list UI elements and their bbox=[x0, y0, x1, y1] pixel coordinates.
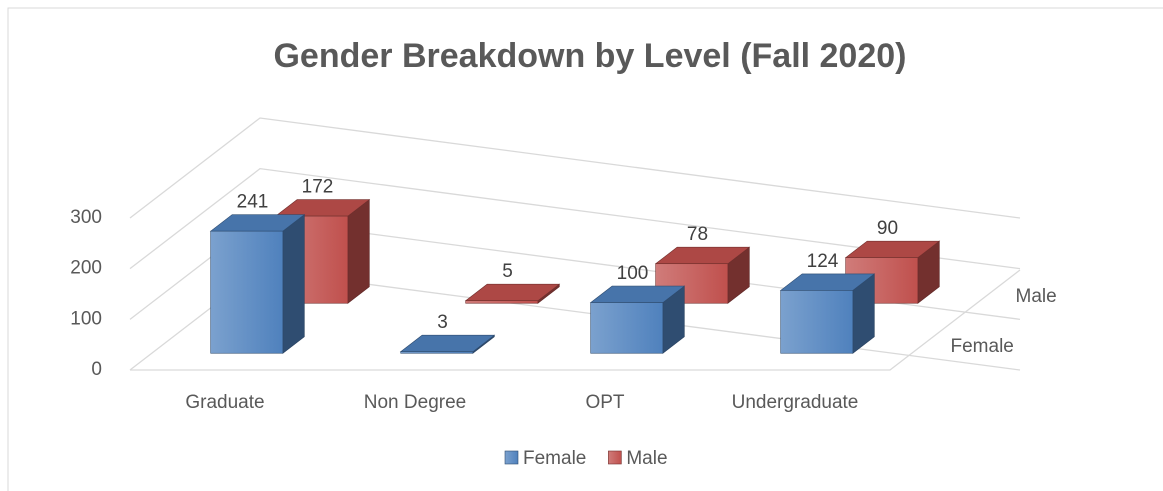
legend-swatch bbox=[504, 450, 519, 465]
legend-label: Male bbox=[626, 448, 667, 469]
x-tick-label: Undergraduate bbox=[732, 392, 859, 413]
depth-label: Female bbox=[951, 336, 1014, 357]
y-tick-label: 300 bbox=[70, 207, 102, 228]
bar bbox=[210, 230, 284, 354]
bar bbox=[590, 302, 664, 354]
floor-edge bbox=[130, 269, 1021, 371]
bar bbox=[465, 300, 539, 304]
data-label: 3 bbox=[437, 312, 448, 333]
y-tick-label: 100 bbox=[70, 308, 102, 329]
legend-swatch bbox=[608, 450, 622, 465]
grid-line bbox=[129, 167, 1021, 270]
x-tick-label: OPT bbox=[585, 392, 624, 413]
legend-label: Female bbox=[523, 448, 586, 469]
data-label: 241 bbox=[237, 192, 269, 213]
depth-label: Male bbox=[1016, 286, 1057, 307]
x-tick-label: Graduate bbox=[185, 392, 264, 413]
data-label: 124 bbox=[807, 251, 839, 272]
y-tick-label: 200 bbox=[70, 258, 102, 279]
bar bbox=[400, 351, 474, 354]
x-tick-label: Non Degree bbox=[364, 392, 466, 413]
data-label: 78 bbox=[687, 224, 708, 245]
bar bbox=[780, 290, 854, 354]
data-label: 5 bbox=[502, 261, 513, 282]
y-tick-label: 0 bbox=[91, 359, 102, 380]
data-label: 90 bbox=[877, 218, 898, 239]
chart-title: Gender Breakdown by Level (Fall 2020) bbox=[273, 37, 906, 75]
bar-side bbox=[282, 214, 305, 354]
bar-side bbox=[347, 198, 370, 304]
chart-border bbox=[7, 7, 1163, 491]
data-label: 172 bbox=[302, 177, 334, 198]
data-label: 100 bbox=[617, 263, 649, 284]
grid-line bbox=[129, 117, 1021, 219]
